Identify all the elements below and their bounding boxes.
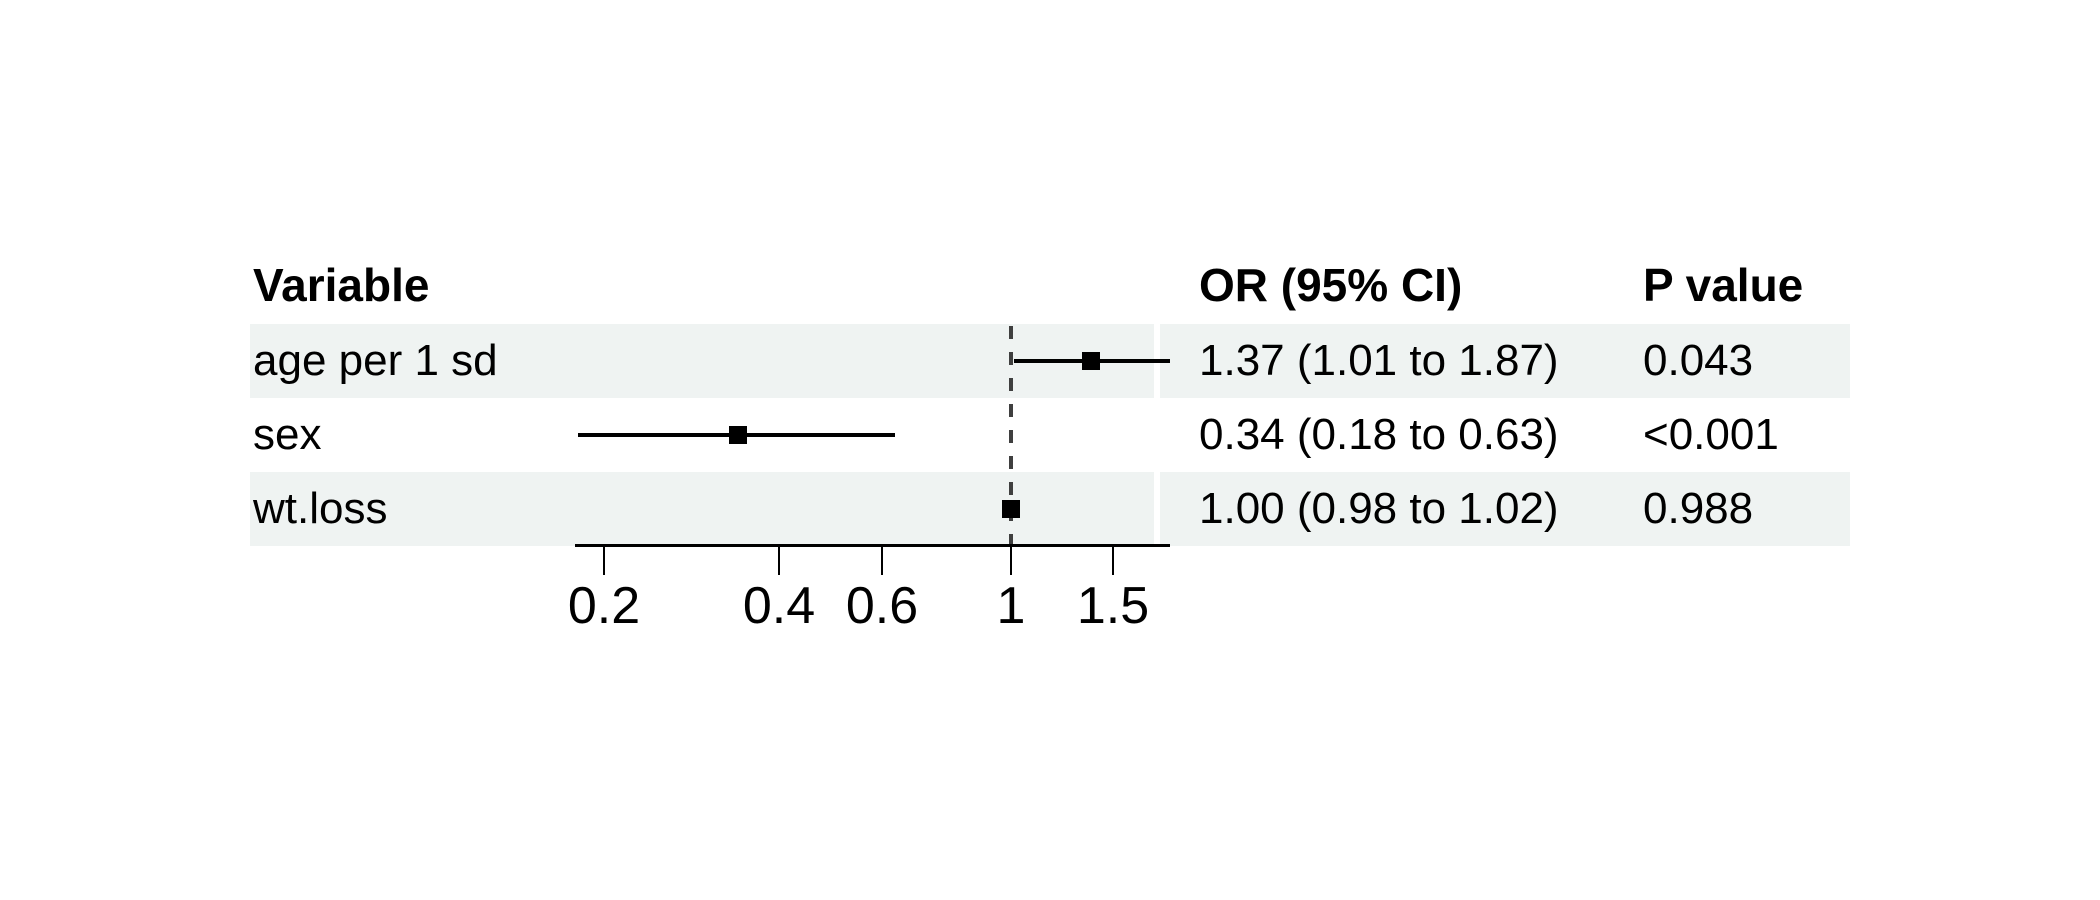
x-axis-tick: [1112, 546, 1114, 575]
column-header-or-ci: OR (95% CI): [1199, 259, 1463, 311]
or-ci-value: 0.34 (0.18 to 0.63): [1199, 410, 1559, 459]
x-axis-tick-label: 0.4: [742, 577, 816, 635]
row-label: age per 1 sd: [253, 336, 498, 385]
row-label: wt.loss: [253, 484, 388, 533]
row-band: [1160, 324, 1850, 398]
column-header-variable: Variable: [253, 259, 430, 311]
p-value: 0.043: [1643, 336, 1754, 385]
row-label: sex: [253, 410, 322, 459]
p-value: 0.988: [1643, 484, 1754, 533]
x-axis-tick-label: 1.5: [1076, 577, 1150, 635]
p-value: <0.001: [1643, 410, 1779, 459]
or-marker: [1082, 352, 1100, 370]
x-axis-tick: [881, 546, 883, 575]
x-axis-tick-label: 0.6: [845, 577, 919, 635]
or-ci-value: 1.37 (1.01 to 1.87): [1199, 336, 1559, 385]
or-ci-value: 1.00 (0.98 to 1.02): [1199, 484, 1559, 533]
reference-line: [1009, 326, 1013, 546]
or-marker: [729, 426, 747, 444]
x-axis-tick: [778, 546, 780, 575]
column-header-p-value: P value: [1643, 259, 1804, 311]
x-axis-line: [575, 544, 1170, 547]
x-axis-tick-label: 1: [996, 577, 1026, 635]
or-marker: [1002, 500, 1020, 518]
x-axis-tick: [1010, 546, 1012, 575]
row-band: [1160, 472, 1850, 546]
x-axis-tick-label: 0.2: [567, 577, 641, 635]
row-band: [250, 324, 1154, 398]
x-axis-tick: [603, 546, 605, 575]
